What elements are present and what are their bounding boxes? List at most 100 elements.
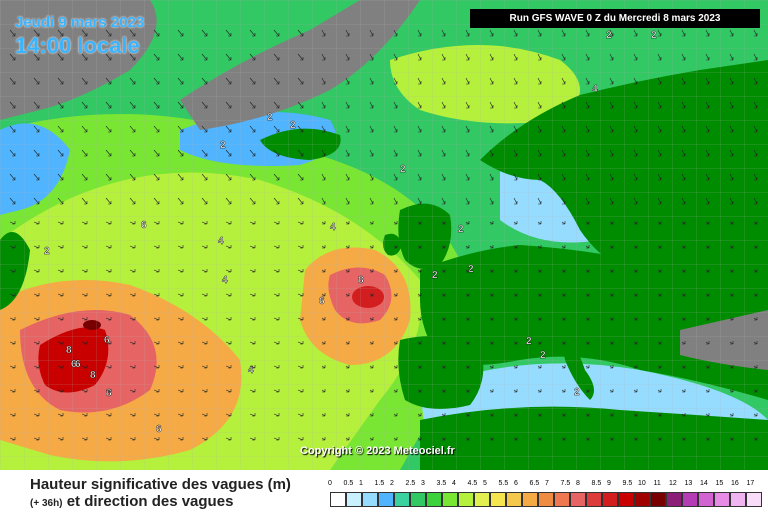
color-scale-tick: 5.5 bbox=[498, 480, 509, 487]
wave-direction-arrow bbox=[33, 245, 40, 249]
wave-direction-arrow bbox=[153, 101, 160, 109]
wave-direction-arrow bbox=[417, 221, 422, 225]
contour-label: 2 bbox=[468, 264, 474, 275]
color-scale-tick: 5 bbox=[483, 480, 487, 487]
wave-direction-arrow bbox=[129, 437, 136, 441]
wave-direction-arrow bbox=[561, 173, 566, 181]
wave-direction-arrow bbox=[225, 269, 232, 273]
wave-direction-arrow bbox=[273, 197, 280, 205]
color-scale-box bbox=[522, 492, 538, 507]
wave-direction-arrow bbox=[273, 317, 280, 321]
wave-direction-arrow bbox=[753, 77, 758, 85]
contour-label: 2 bbox=[290, 120, 296, 131]
wave-direction-arrow bbox=[57, 389, 64, 393]
wave-direction-arrow bbox=[729, 437, 734, 441]
wave-direction-arrow bbox=[105, 77, 112, 85]
wave-direction-arrow bbox=[369, 269, 374, 273]
wave-direction-arrow bbox=[465, 53, 470, 61]
wave-direction-arrow bbox=[81, 413, 88, 417]
color-scale-box bbox=[410, 492, 426, 507]
wave-direction-arrow bbox=[273, 437, 280, 441]
wave-direction-arrow bbox=[441, 269, 446, 273]
wave-direction-arrow bbox=[753, 293, 758, 297]
wave-direction-arrow bbox=[129, 221, 136, 225]
wave-direction-arrow bbox=[321, 365, 326, 369]
wave-direction-arrow bbox=[441, 53, 446, 61]
wave-direction-arrow bbox=[609, 341, 614, 345]
wave-direction-arrow bbox=[225, 77, 232, 85]
wave-direction-arrow bbox=[417, 101, 422, 109]
wave-direction-arrow bbox=[369, 101, 374, 109]
color-scale-tick: 9.5 bbox=[622, 480, 633, 487]
wave-direction-arrow bbox=[33, 149, 40, 157]
color-scale-box bbox=[602, 492, 618, 507]
wave-direction-arrow bbox=[561, 437, 566, 441]
wave-direction-arrow bbox=[537, 341, 542, 345]
legend-subtitle: et direction des vagues bbox=[66, 493, 234, 510]
wave-direction-arrow bbox=[345, 413, 350, 417]
wave-direction-arrow bbox=[681, 437, 686, 441]
wave-direction-arrow bbox=[729, 293, 734, 297]
wave-direction-arrow bbox=[393, 389, 398, 393]
wave-direction-arrow bbox=[297, 53, 304, 61]
wave-direction-arrow bbox=[585, 197, 590, 205]
wave-direction-arrow bbox=[513, 293, 518, 297]
wave-direction-arrow bbox=[441, 413, 446, 417]
wave-direction-arrow bbox=[33, 101, 40, 109]
wave-direction-arrow bbox=[393, 413, 398, 417]
color-scale-tick: 0 bbox=[328, 480, 332, 487]
wave-direction-arrow bbox=[609, 53, 614, 61]
wave-direction-arrow bbox=[489, 437, 494, 441]
wave-direction-arrow bbox=[393, 125, 398, 133]
wave-direction-arrow bbox=[249, 389, 256, 393]
wave-direction-arrow bbox=[489, 125, 494, 133]
wave-direction-arrow bbox=[561, 293, 566, 297]
wave-direction-arrow bbox=[177, 437, 184, 441]
wave-direction-arrow bbox=[489, 77, 494, 85]
wave-direction-arrow bbox=[345, 149, 350, 157]
wave-direction-arrow bbox=[297, 221, 304, 225]
wave-direction-arrow bbox=[57, 317, 64, 321]
wave-direction-arrow bbox=[657, 149, 662, 157]
wave-direction-arrow bbox=[609, 269, 614, 273]
color-scale-tick: 2 bbox=[390, 480, 394, 487]
color-scale-tick: 0.5 bbox=[343, 480, 354, 487]
wave-direction-arrow bbox=[489, 269, 494, 273]
copyright-notice: Copyright © 2023 Meteociel.fr bbox=[300, 445, 455, 457]
wave-direction-arrow bbox=[81, 317, 88, 321]
wave-direction-arrow bbox=[297, 101, 304, 109]
wave-direction-arrow bbox=[153, 125, 160, 133]
wave-direction-arrow bbox=[297, 245, 304, 249]
wave-direction-arrow bbox=[537, 437, 542, 441]
wave-direction-arrow bbox=[9, 269, 16, 273]
wave-direction-arrow bbox=[273, 389, 280, 393]
wave-direction-arrow bbox=[609, 221, 614, 225]
wave-direction-arrow bbox=[609, 245, 614, 249]
wave-direction-arrow bbox=[561, 149, 566, 157]
wave-direction-arrow bbox=[321, 245, 326, 249]
wave-direction-arrow bbox=[9, 197, 16, 205]
wave-direction-arrow bbox=[297, 389, 304, 393]
wave-direction-arrow bbox=[657, 437, 662, 441]
wave-direction-arrow bbox=[513, 341, 518, 345]
wave-direction-arrow bbox=[9, 389, 16, 393]
wave-direction-arrow bbox=[177, 101, 184, 109]
wave-direction-arrow bbox=[609, 29, 614, 37]
wave-direction-arrow bbox=[753, 197, 758, 205]
wave-direction-arrow bbox=[225, 173, 232, 181]
wave-direction-arrow bbox=[537, 269, 542, 273]
wave-direction-arrow bbox=[753, 437, 758, 441]
wave-direction-arrow bbox=[345, 29, 350, 37]
wave-direction-arrow bbox=[657, 413, 662, 417]
wave-direction-arrow bbox=[57, 221, 64, 225]
wave-direction-arrow bbox=[369, 437, 374, 441]
wave-direction-arrow bbox=[177, 125, 184, 133]
wave-direction-arrow bbox=[657, 365, 662, 369]
wave-direction-arrow bbox=[657, 221, 662, 225]
wave-direction-arrow bbox=[33, 29, 40, 37]
wave-direction-arrow bbox=[585, 221, 590, 225]
wave-direction-arrow bbox=[249, 245, 256, 249]
wave-direction-arrow bbox=[321, 101, 326, 109]
wave-direction-arrow bbox=[609, 437, 614, 441]
wave-direction-arrow bbox=[57, 101, 64, 109]
